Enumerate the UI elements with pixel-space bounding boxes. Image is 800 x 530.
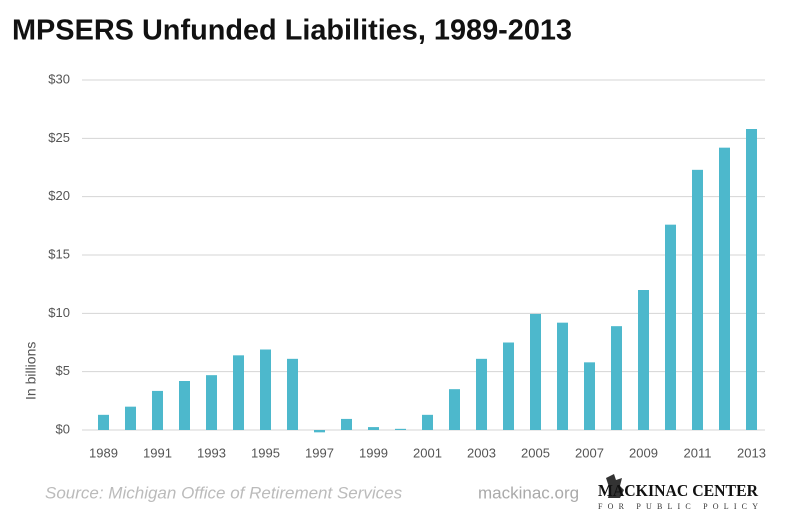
x-tick-label: 2001 <box>413 445 442 460</box>
bar <box>422 414 433 430</box>
x-tick-label: 2007 <box>575 445 604 460</box>
website: mackinac.org <box>478 483 579 502</box>
bar <box>449 389 460 430</box>
bar <box>638 290 649 430</box>
bar <box>503 342 514 430</box>
logo-icon <box>606 474 624 498</box>
y-tick-label: $20 <box>48 188 70 203</box>
y-tick-label: $10 <box>48 305 70 320</box>
x-tick-label: 2003 <box>467 445 496 460</box>
bar <box>179 381 190 430</box>
bar <box>746 129 757 430</box>
bar <box>341 418 352 430</box>
y-tick-label: $25 <box>48 130 70 145</box>
bar <box>611 326 622 430</box>
logo-tagline: FOR PUBLIC POLICY <box>598 502 758 511</box>
logo-name: MACKINAC CENTER <box>598 481 759 500</box>
bar <box>98 414 109 430</box>
x-tick-label: 2011 <box>684 445 712 460</box>
x-tick-label: 1999 <box>359 445 388 460</box>
bar <box>233 355 244 430</box>
y-axis-label: In billions <box>23 342 39 400</box>
bar <box>395 428 406 430</box>
bar <box>719 147 730 430</box>
y-tick-label: $15 <box>48 246 70 261</box>
chart-title: MPSERS Unfunded Liabilities, 1989-2013 <box>12 15 572 47</box>
bar <box>368 427 379 430</box>
bar <box>557 322 568 430</box>
bar <box>125 406 136 430</box>
x-tick-label: 2005 <box>521 445 550 460</box>
x-tick-label: 1997 <box>305 445 334 460</box>
x-tick-label: 1995 <box>251 445 280 460</box>
y-tick-label: $5 <box>56 363 70 378</box>
bar <box>584 362 595 430</box>
x-tick-label: 2009 <box>629 445 658 460</box>
y-tick-label: $30 <box>48 71 70 86</box>
bar <box>476 358 487 430</box>
x-tick-label: 1991 <box>143 445 172 460</box>
bar <box>152 390 163 430</box>
bar <box>692 169 703 431</box>
x-tick-label: 2013 <box>737 445 766 460</box>
y-tick-label: $0 <box>56 421 70 436</box>
bar <box>530 313 541 430</box>
bar <box>287 358 298 430</box>
x-tick-label: 1989 <box>89 445 118 460</box>
bar <box>206 375 217 430</box>
bar <box>260 349 271 430</box>
bar <box>665 224 676 430</box>
bar <box>314 430 325 433</box>
source: Source: Michigan Office of Retirement Se… <box>45 483 403 502</box>
x-tick-label: 1993 <box>197 445 226 460</box>
